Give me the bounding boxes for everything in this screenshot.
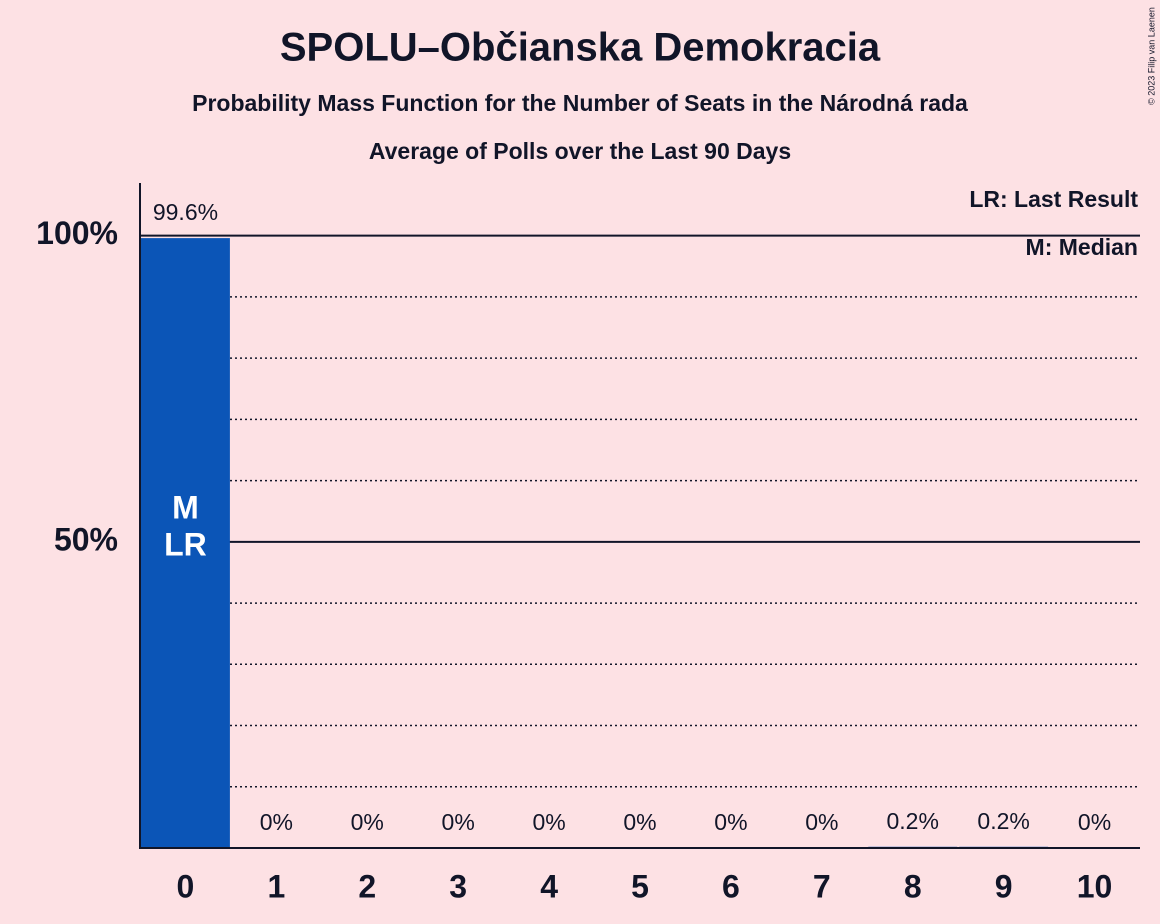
value-label: 0% <box>714 809 747 835</box>
x-tick-label: 5 <box>631 868 649 904</box>
y-tick-label: 50% <box>54 521 118 557</box>
last-result-marker: LR <box>164 526 207 562</box>
legend-entry: LR: Last Result <box>969 186 1138 212</box>
value-label: 0% <box>1078 809 1111 835</box>
value-label: 0% <box>260 809 293 835</box>
value-label: 0.2% <box>887 808 939 834</box>
plot <box>140 234 1140 849</box>
x-tick-label: 4 <box>540 868 558 904</box>
chart-subtitle: Probability Mass Function for the Number… <box>192 90 968 116</box>
chart-subtitle: Average of Polls over the Last 90 Days <box>369 138 791 164</box>
value-label: 0.2% <box>977 808 1029 834</box>
y-tick-label: 100% <box>36 215 118 251</box>
x-tick-label: 9 <box>995 868 1013 904</box>
value-label: 0% <box>351 809 384 835</box>
x-tick-label: 1 <box>267 868 285 904</box>
value-label: 0% <box>532 809 565 835</box>
x-tick-label: 0 <box>177 868 195 904</box>
legend-entry: M: Median <box>1026 234 1138 260</box>
x-tick-label: 3 <box>449 868 467 904</box>
x-tick-label: 10 <box>1077 868 1113 904</box>
copyright: © 2023 Filip van Laenen <box>1146 7 1156 105</box>
chart-title: SPOLU–Občianska Demokracia <box>280 26 881 70</box>
median-marker: M <box>172 489 199 525</box>
bar <box>141 238 230 849</box>
x-tick-label: 6 <box>722 868 740 904</box>
x-tick-label: 2 <box>358 868 376 904</box>
value-label: 0% <box>623 809 656 835</box>
value-label: 0% <box>805 809 838 835</box>
value-label: 99.6% <box>153 199 218 225</box>
x-tick-label: 8 <box>904 868 922 904</box>
x-tick-label: 7 <box>813 868 831 904</box>
value-label: 0% <box>442 809 475 835</box>
